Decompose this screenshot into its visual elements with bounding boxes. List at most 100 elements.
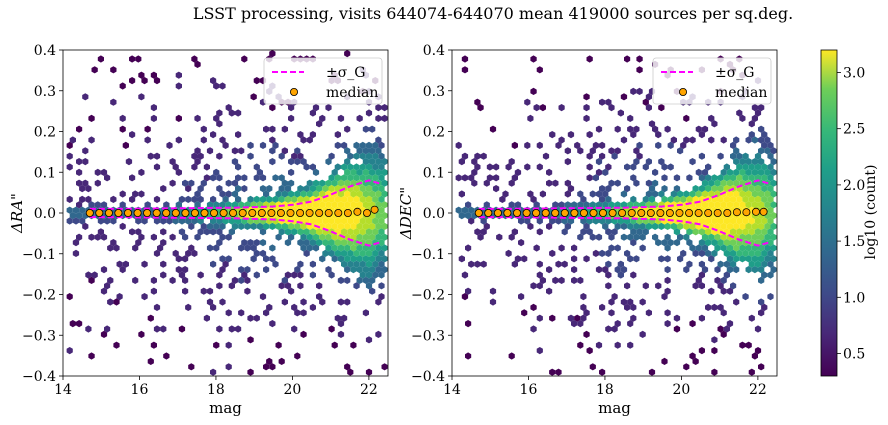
hexbin-cell [764, 190, 771, 198]
hexbin-cell [751, 190, 758, 198]
hexbin-cell [235, 131, 242, 139]
hexbin-cell [764, 136, 771, 144]
hexbin-cell [210, 228, 217, 236]
hexbin-cell [228, 325, 235, 333]
hexbin-cell [144, 136, 151, 144]
hexbin-cell [733, 244, 740, 252]
hexbin-cell [474, 98, 481, 106]
hexbin-cell [334, 163, 341, 171]
hexbin-cell [658, 158, 665, 166]
hexbin-cell [726, 266, 734, 274]
hexbin-cell [228, 282, 235, 290]
hexbin-cell [605, 228, 612, 236]
hexbin-cell [733, 168, 740, 176]
hexbin-cell [375, 255, 382, 263]
hexbin-cell [79, 217, 86, 225]
hexbin-cell [347, 249, 354, 257]
hexbin-cell [350, 190, 357, 198]
hexbin-cell [542, 152, 550, 160]
hexbin-cell [667, 141, 674, 149]
hexbin-cell [319, 201, 326, 209]
hexbin-cell [297, 271, 304, 279]
hexbin-cell [701, 233, 709, 241]
hexbin-cell [85, 271, 92, 279]
hexbin-cell [328, 271, 335, 279]
hexbin-cell [341, 217, 348, 225]
hexbin-cell [698, 239, 705, 247]
hexbin-cell [758, 136, 765, 144]
hexbin-cell [356, 114, 363, 122]
hexbin-cell [153, 303, 161, 311]
hexbin-cell [586, 217, 593, 225]
hexbin-cell [331, 244, 338, 252]
hexbin-cell [107, 298, 114, 306]
hexbin-cell [288, 114, 295, 122]
hexbin-cell [758, 363, 765, 371]
colorbar-tick-label: 2.5 [843, 122, 865, 138]
hexbin-cell [362, 233, 369, 241]
hexbin-cell [107, 244, 114, 252]
hexbin-cell [624, 282, 631, 290]
hexbin-cell [733, 147, 740, 155]
median-point [362, 208, 371, 217]
hexbin-cell [178, 195, 186, 203]
x-tick-label: 16 [131, 382, 149, 398]
hexbin-cell [742, 195, 749, 203]
hexbin-cell [150, 114, 157, 122]
hexbin-cell [256, 168, 263, 176]
hexbin-cell [219, 255, 226, 263]
hexbin-cell [748, 249, 755, 257]
hexbin-cell [185, 217, 192, 225]
hexbin-cell [353, 260, 360, 268]
hexbin-cell [278, 228, 285, 236]
hexbin-cell [661, 195, 668, 203]
hexbin-cell [281, 222, 288, 230]
hexbin-cell [736, 174, 743, 182]
median-point [675, 208, 684, 217]
hexbin-cell [375, 233, 382, 241]
hexbin-cell [736, 109, 743, 117]
hexbin-cell [334, 249, 341, 257]
hexbin-cell [748, 217, 755, 225]
hexbin-cell [686, 239, 693, 247]
hexbin-cell [219, 201, 226, 209]
hexbin-cell [350, 233, 357, 241]
hexbin-cell [359, 228, 366, 236]
hexbin-cell [172, 249, 179, 257]
hexbin-cell [748, 260, 755, 268]
hexbin-cell [259, 174, 267, 182]
hexbin-cell [549, 249, 556, 257]
hexbin-cell [213, 222, 220, 230]
hexbin-cell [730, 174, 737, 182]
median-point [599, 208, 608, 217]
hexbin-cell [259, 185, 267, 193]
hexbin-cell [705, 228, 712, 236]
hexbin-cell [153, 163, 161, 171]
hexbin-cell [275, 190, 282, 198]
hexbin-cell [222, 141, 229, 149]
hexbin-cell [508, 158, 515, 166]
hexbin-cell [316, 239, 323, 247]
hexbin-cell [225, 233, 232, 241]
hexbin-cell [770, 212, 777, 220]
hexbin-cell [200, 222, 207, 230]
hexbin-cell [733, 298, 740, 306]
hexbin-cell [770, 147, 777, 155]
hexbin-cell [605, 282, 612, 290]
hexbin-cell [624, 185, 631, 193]
x-tick-label: 20 [283, 382, 301, 398]
hexbin-cell [461, 174, 469, 182]
hexbin-cell [680, 141, 687, 149]
hexbin-cell [359, 260, 366, 268]
hexbin-cell [614, 125, 621, 133]
hexbin-cell [636, 141, 643, 149]
hexbin-cell [100, 233, 108, 241]
hexbin-cell [748, 314, 755, 322]
hexbin-cell [225, 255, 232, 263]
hexbin-cell [138, 330, 145, 338]
hexbin-cell [726, 190, 734, 198]
hexbin-cell [337, 179, 345, 187]
hexbin-cell [549, 368, 556, 376]
median-point [560, 208, 569, 217]
hexbin-cell [113, 341, 120, 349]
